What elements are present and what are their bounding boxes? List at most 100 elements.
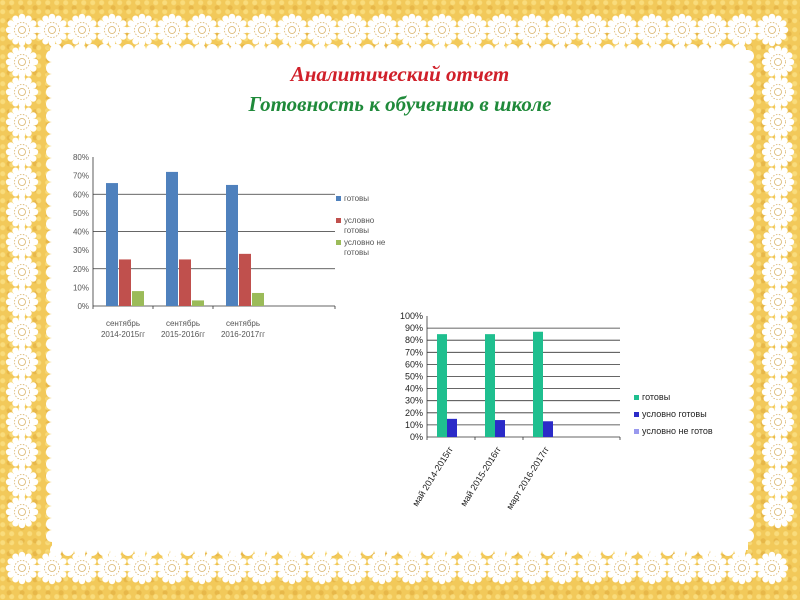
lace-medallion bbox=[545, 551, 579, 585]
chart1-legend-label-1-line2: готовы bbox=[344, 226, 369, 235]
lace-medallion bbox=[335, 551, 369, 585]
lace-medallion bbox=[155, 551, 189, 585]
chart2-y-tick-label: 70% bbox=[405, 347, 423, 357]
lace-medallion bbox=[761, 495, 795, 529]
chart2-bar-0-2 bbox=[533, 331, 543, 437]
chart2-y-tick-label: 20% bbox=[405, 408, 423, 418]
lace-medallion bbox=[761, 405, 795, 439]
chart2-y-tick-label: 40% bbox=[405, 384, 423, 394]
chart1-y-tick-label: 60% bbox=[73, 190, 89, 199]
chart2-y-tick-label: 50% bbox=[405, 372, 423, 382]
lace-medallion bbox=[425, 13, 459, 47]
lace-medallion bbox=[761, 435, 795, 469]
chart2-category-label: май 2014-2015гг bbox=[410, 444, 455, 508]
lace-medallion bbox=[5, 13, 39, 47]
lace-medallion bbox=[5, 375, 39, 409]
lace-medallion bbox=[5, 465, 39, 499]
lace-medallion bbox=[275, 551, 309, 585]
chart1-legend-label-1: условно bbox=[344, 216, 375, 225]
lace-medallion bbox=[761, 345, 795, 379]
lace-medallion bbox=[335, 13, 369, 47]
chart2-category-label: май 2015-2016гг bbox=[458, 444, 503, 508]
chart1-y-tick-label: 10% bbox=[73, 283, 89, 292]
chart1-y-tick-label: 50% bbox=[73, 209, 89, 218]
lace-medallion bbox=[425, 551, 459, 585]
chart1-legend-label-0: готовы bbox=[344, 194, 369, 203]
lace-medallion bbox=[365, 13, 399, 47]
chart2-bar-0-1 bbox=[485, 334, 495, 437]
lace-medallion bbox=[305, 13, 339, 47]
lace-medallion bbox=[515, 13, 549, 47]
lace-medallion bbox=[755, 13, 789, 47]
lace-medallion bbox=[755, 551, 789, 585]
chart2-y-tick-label: 80% bbox=[405, 335, 423, 345]
lace-medallion bbox=[5, 45, 39, 79]
chart1-category-label: сентябрь bbox=[166, 319, 200, 328]
chart1-legend-swatch-2 bbox=[336, 240, 341, 245]
lace-medallion bbox=[575, 551, 609, 585]
chart2-legend-swatch-1 bbox=[634, 412, 639, 417]
chart1-bar-2-2 bbox=[252, 292, 264, 306]
chart1-y-tick-label: 20% bbox=[73, 265, 89, 274]
lace-medallion bbox=[155, 13, 189, 47]
lace-medallion bbox=[35, 13, 69, 47]
lace-medallion bbox=[761, 465, 795, 499]
lace-medallion bbox=[245, 13, 279, 47]
lace-medallion bbox=[635, 13, 669, 47]
chart2-y-tick-label: 100% bbox=[400, 311, 423, 321]
chart2-y-tick-label: 90% bbox=[405, 323, 423, 333]
chart1-legend-swatch-0 bbox=[336, 196, 341, 201]
lace-medallion bbox=[761, 315, 795, 349]
lace-medallion bbox=[5, 75, 39, 109]
lace-medallion bbox=[5, 105, 39, 139]
chart2-y-tick-label: 60% bbox=[405, 359, 423, 369]
report-title: Аналитический отчет bbox=[290, 62, 510, 86]
lace-medallion bbox=[5, 255, 39, 289]
lace-medallion bbox=[515, 551, 549, 585]
chart1-bar-2-0 bbox=[132, 291, 144, 306]
lace-medallion bbox=[5, 315, 39, 349]
chart1-bar-0-2 bbox=[226, 184, 238, 306]
chart2-y-tick-label: 10% bbox=[405, 420, 423, 430]
lace-medallion bbox=[761, 225, 795, 259]
chart1-bar-1-1 bbox=[179, 259, 191, 306]
chart1-y-tick-label: 0% bbox=[77, 302, 89, 311]
lace-medallion bbox=[215, 551, 249, 585]
lace-medallion bbox=[5, 135, 39, 169]
lace-medallion bbox=[455, 13, 489, 47]
chart1-y-tick-label: 30% bbox=[73, 246, 89, 255]
chart1-legend-label-2-line2: готовы bbox=[344, 248, 369, 257]
chart1-bar-1-2 bbox=[239, 253, 251, 306]
lace-medallion bbox=[35, 551, 69, 585]
chart2-legend-swatch-2 bbox=[634, 429, 639, 434]
chart2-category-label: март 2016-2017гг bbox=[504, 444, 551, 511]
chart1-category-label-line2: 2015-2016гг bbox=[161, 330, 205, 339]
lace-medallion bbox=[761, 105, 795, 139]
lace-medallion bbox=[95, 551, 129, 585]
chart1-bar-1-0 bbox=[119, 259, 131, 306]
chart2-legend-swatch-0 bbox=[634, 395, 639, 400]
chart1-category-label-line2: 2016-2017гг bbox=[221, 330, 265, 339]
lace-medallion bbox=[545, 13, 579, 47]
chart2-y-tick-label: 0% bbox=[410, 432, 423, 442]
lace-medallion bbox=[215, 13, 249, 47]
lace-medallion bbox=[761, 195, 795, 229]
lace-medallion bbox=[5, 405, 39, 439]
chart1-legend-label-2: условно не bbox=[344, 238, 386, 247]
chart2-bar-1-1 bbox=[495, 420, 505, 437]
lace-medallion bbox=[575, 13, 609, 47]
chart2-legend-label-2: условно не готов bbox=[642, 426, 713, 436]
chart1-bar-2-1 bbox=[192, 300, 204, 306]
lace-medallion bbox=[605, 551, 639, 585]
lace-medallion bbox=[5, 495, 39, 529]
chart1-category-label: сентябрь bbox=[226, 319, 260, 328]
lace-medallion bbox=[5, 551, 39, 585]
lace-medallion bbox=[761, 255, 795, 289]
chart1-category-label: сентябрь bbox=[106, 319, 140, 328]
lace-medallion bbox=[695, 13, 729, 47]
lace-medallion bbox=[245, 551, 279, 585]
chart2-legend-label-0: готовы bbox=[642, 392, 670, 402]
lace-medallion bbox=[761, 75, 795, 109]
